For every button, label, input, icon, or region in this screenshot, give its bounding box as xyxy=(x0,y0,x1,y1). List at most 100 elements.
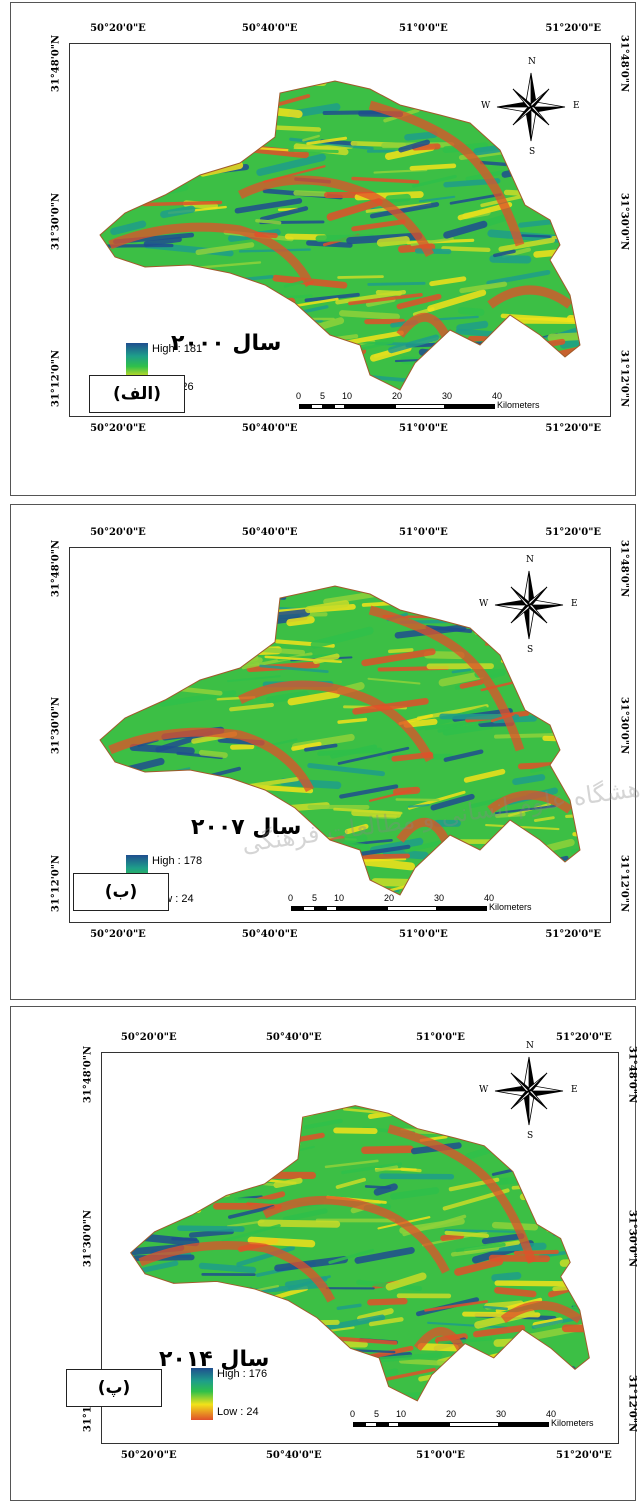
scale-segment xyxy=(377,1422,388,1427)
scale-tick-label: 0 xyxy=(350,1409,356,1419)
longitude-label: 51°0'0"E xyxy=(399,423,448,434)
north-arrow: N S E W xyxy=(479,1041,578,1141)
year-label: سال ۲۰۱۴ xyxy=(159,1347,270,1372)
compass-e-label: E xyxy=(573,101,580,111)
longitude-label: 50°40'0"E xyxy=(265,1032,322,1043)
scale-tick-label: 30 xyxy=(496,1409,507,1419)
scale-segment xyxy=(323,404,334,409)
longitude-label: 51°0'0"E xyxy=(416,1032,465,1043)
longitude-label: 51°0'0"E xyxy=(399,929,448,940)
scale-segment xyxy=(291,906,303,911)
longitude-label: 50°20'0"E xyxy=(90,23,146,34)
longitude-label: 50°20'0"E xyxy=(90,929,146,940)
scale-tick-label: 5 xyxy=(312,893,318,903)
compass-w-label: W xyxy=(479,1085,489,1095)
scale-tick-label: 30 xyxy=(434,893,445,903)
latitude-label: 31°48'0"N xyxy=(618,539,630,597)
longitude-label: 50°20'0"E xyxy=(90,423,146,434)
scale-tick-label: 30 xyxy=(442,391,453,401)
latitude-label: 31°12'0"N xyxy=(618,855,630,913)
compass-s-label: S xyxy=(529,147,536,157)
map-panel: 50°20'0"E 50°20'0"E 50°40'0"E 50°40'0"E 51°0… xyxy=(10,504,636,1000)
scale-tick-label: 5 xyxy=(374,1409,380,1419)
scale-segment xyxy=(326,906,337,911)
longitude-label: 50°40'0"E xyxy=(241,23,298,34)
latitude-label: 31°48'0"N xyxy=(626,1045,638,1103)
longitude-label: 50°20'0"E xyxy=(90,527,146,538)
compass-rose-icon xyxy=(496,72,566,142)
panel-letter-label: (پ) xyxy=(66,1369,162,1407)
scale-tick-label: 20 xyxy=(392,391,403,401)
scale-segment xyxy=(399,1422,449,1427)
latitude-label: 31°12'0"N xyxy=(50,855,62,913)
panel-letter-label: (الف) xyxy=(89,375,185,413)
scale-segment xyxy=(395,404,445,409)
scale-segment xyxy=(437,906,487,911)
scale-segment xyxy=(303,906,315,911)
compass-s-label: S xyxy=(527,645,534,655)
longitude-label: 51°20'0"E xyxy=(545,23,602,34)
latitude-label: 31°30'0"N xyxy=(50,697,62,755)
scale-segment xyxy=(445,404,495,409)
scale-tick-label: 10 xyxy=(334,893,345,903)
compass-n-label: N xyxy=(528,57,536,67)
latitude-label: 31°12'0"N xyxy=(50,349,62,407)
map-frame xyxy=(69,547,611,923)
legend-high-label: High : 181 xyxy=(152,343,203,355)
longitude-label: 50°20'0"E xyxy=(120,1450,177,1461)
legend-high-label: High : 178 xyxy=(152,855,203,867)
scale-segment xyxy=(387,906,437,911)
longitude-label: 50°40'0"E xyxy=(241,929,298,940)
compass-e-label: E xyxy=(571,599,578,609)
latitude-label: 31°48'0"N xyxy=(50,539,62,597)
study-area-raster xyxy=(99,80,581,391)
scale-segment xyxy=(315,906,326,911)
latitude-label: 31°30'0"N xyxy=(618,192,630,250)
latitude-label: 31°30'0"N xyxy=(626,1210,638,1268)
compass-w-label: W xyxy=(479,599,489,609)
study-area-raster xyxy=(99,585,581,896)
legend-color-ramp xyxy=(191,1368,213,1420)
scale-tick-label: 40 xyxy=(492,391,503,401)
scale-unit-label: Kilometers xyxy=(489,902,532,912)
legend-low-label: Low : 24 xyxy=(217,1406,259,1418)
scale-segment xyxy=(388,1422,399,1427)
scale-tick-label: 20 xyxy=(384,893,395,903)
north-arrow: N S E W xyxy=(479,555,578,655)
longitude-label: 51°20'0"E xyxy=(545,423,602,434)
scale-tick-label: 0 xyxy=(296,391,302,401)
year-label: سال ۲۰۰۰ xyxy=(171,331,282,356)
longitude-label: 50°40'0"E xyxy=(265,1450,322,1461)
compass-n-label: N xyxy=(526,555,534,565)
legend: High : 176 Low : 24 xyxy=(191,1368,301,1420)
latitude-label: 31°30'0"N xyxy=(82,1210,94,1268)
compass-rose-icon xyxy=(494,570,564,640)
latitude-label: 31°12'0"N xyxy=(626,1374,638,1432)
scale-segment xyxy=(449,1422,499,1427)
scale-unit-label: Kilometers xyxy=(497,400,540,410)
latitude-label: 31°30'0"N xyxy=(50,192,62,250)
scale-tick-label: 40 xyxy=(484,893,495,903)
scale-segment xyxy=(353,1422,365,1427)
scale-tick-label: 10 xyxy=(396,1409,407,1419)
scale-segment xyxy=(311,404,323,409)
longitude-label: 51°20'0"E xyxy=(545,929,602,940)
scale-segment xyxy=(499,1422,549,1427)
longitude-label: 51°0'0"E xyxy=(399,23,448,34)
map-panel: 50°20'0"E 50°20'0"E 50°40'0"E 50°40'0"E 51°0… xyxy=(10,1006,638,1501)
latitude-label: 31°48'0"N xyxy=(618,35,630,93)
longitude-label: 51°0'0"E xyxy=(416,1450,465,1461)
study-area-raster xyxy=(130,1105,590,1402)
year-label: سال ۲۰۰۷ xyxy=(191,815,302,840)
scale-tick-label: 10 xyxy=(342,391,353,401)
north-arrow: N S E W xyxy=(481,57,580,157)
legend-high-label: High : 176 xyxy=(217,1368,268,1380)
latitude-label: 31°30'0"N xyxy=(618,697,630,755)
map-panel: 50°20'0"E 50°20'0"E 50°40'0"E 50°40'0"E 51°0… xyxy=(10,2,636,496)
longitude-label: 51°20'0"E xyxy=(556,1032,612,1043)
scale-bar: 0 5 10 20 30 40 Kilometers xyxy=(350,1409,603,1435)
scale-unit-label: Kilometers xyxy=(551,1418,594,1428)
scale-tick-label: 20 xyxy=(446,1409,457,1419)
scale-tick-label: 5 xyxy=(320,391,326,401)
map-frame xyxy=(101,1052,619,1444)
